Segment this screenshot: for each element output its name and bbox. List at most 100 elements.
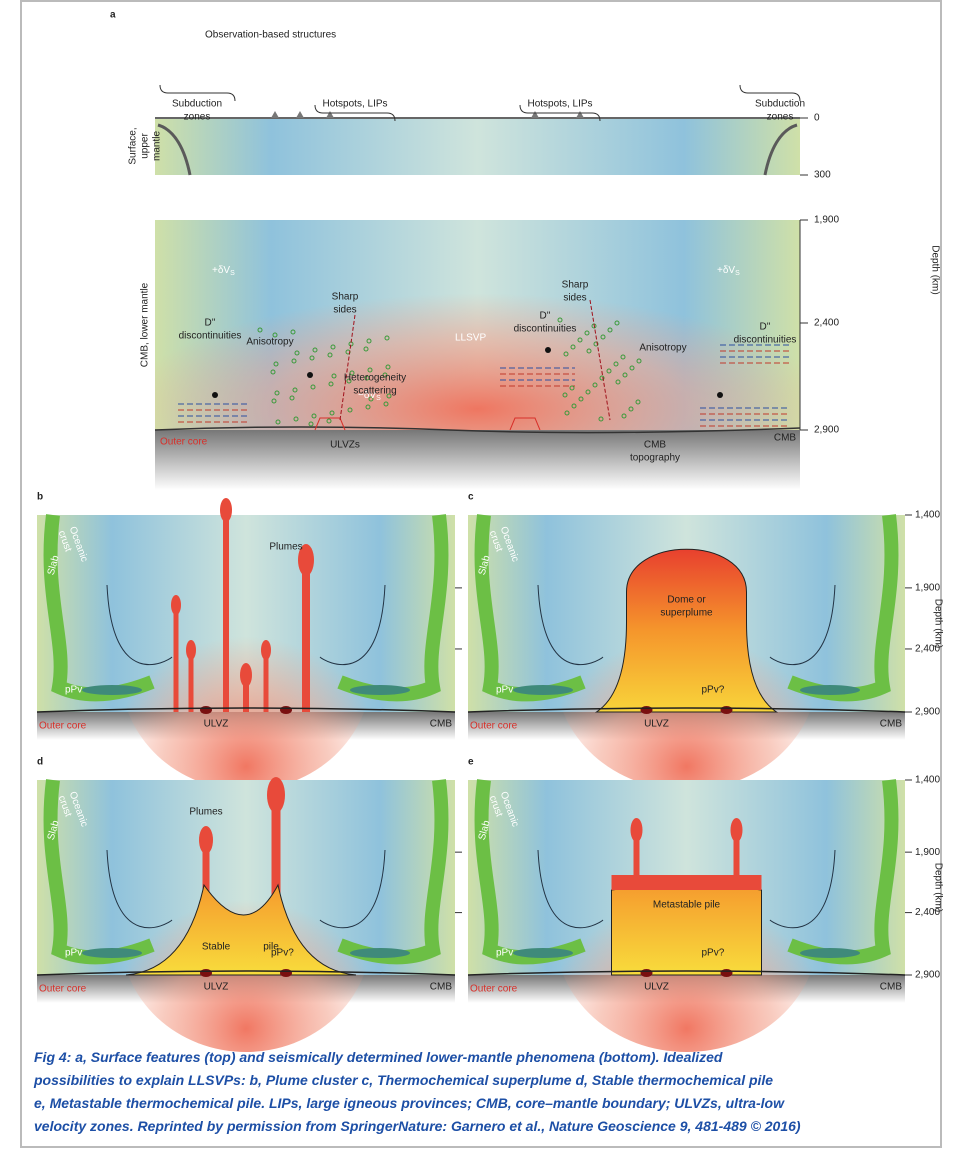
panel-label: c <box>468 492 474 503</box>
annotation: D'' <box>204 318 215 329</box>
annotation: ULVZs <box>330 440 360 451</box>
annotation: Sharp <box>562 280 589 291</box>
axis-label: Depth (km) <box>929 245 940 294</box>
tick-label: 2,900 <box>915 707 940 718</box>
annotation: discontinuities <box>179 331 242 342</box>
ulvz <box>721 706 733 714</box>
caption: Fig 4: a, Surface features (top) and sei… <box>33 1049 801 1134</box>
hotspot <box>296 111 304 118</box>
panel <box>37 777 455 1052</box>
caption-line: e, Metastable thermochemical pile. LIPs,… <box>34 1095 785 1111</box>
pointer-dot <box>545 347 551 353</box>
caption-line: velocity zones. Reprinted by permission … <box>34 1118 801 1134</box>
plume-head <box>186 640 196 660</box>
tick-label: 1,900 <box>814 215 839 226</box>
outer-core-label: Outer core <box>160 437 208 448</box>
plume-head <box>220 498 232 522</box>
plume-head <box>731 818 743 842</box>
outer-core-label: Outer core <box>470 721 518 732</box>
plume <box>174 605 179 712</box>
axis-label: Depth (km) <box>932 863 943 912</box>
hotspot <box>271 111 279 118</box>
plume <box>223 510 229 712</box>
outer-core-label: Outer core <box>470 984 518 995</box>
plume-head <box>171 595 181 615</box>
ulvz <box>641 706 653 714</box>
axis-label-line: mantle <box>152 131 163 161</box>
plume-head <box>631 818 643 842</box>
outer-core-label: Outer core <box>39 721 87 732</box>
main-label: Plumes <box>189 807 222 818</box>
cmb-label: CMB <box>430 719 453 730</box>
surface-label: zones <box>767 112 794 123</box>
ulvz <box>280 706 292 714</box>
tick-label: 300 <box>814 170 831 181</box>
ppv <box>800 685 860 695</box>
panel <box>455 515 912 790</box>
annotation: Anisotropy <box>246 337 293 348</box>
surface-label: Hotspots, LIPs <box>322 99 387 110</box>
ulvz-label: ULVZ <box>644 982 669 993</box>
annotation: discontinuities <box>734 335 797 346</box>
ulvz <box>200 969 212 977</box>
panel-label: d <box>37 757 43 768</box>
tick-label: 0 <box>814 113 820 124</box>
annotation: sides <box>333 305 356 316</box>
plume-head <box>267 777 285 813</box>
outer-core-label: Outer core <box>39 984 87 995</box>
main-label: Metastable pile <box>653 900 721 911</box>
pile <box>612 885 762 975</box>
plume-head <box>261 640 271 660</box>
main-label: Plumes <box>269 542 302 553</box>
annotation: CMB <box>644 440 667 451</box>
surface-label: Subduction <box>172 99 222 110</box>
annotation: Sharp <box>332 292 359 303</box>
annotation: Heterogeneity <box>344 373 406 384</box>
caption-line: Fig 4: a, Surface features (top) and sei… <box>34 1049 723 1065</box>
panel-label: a <box>110 10 116 21</box>
axis-label-line: upper <box>140 133 151 159</box>
ppv <box>82 948 142 958</box>
main-label: Dome or <box>667 595 706 606</box>
upper-mantle <box>155 118 800 175</box>
ppv <box>82 685 142 695</box>
ppv-label: pPv? <box>702 685 725 696</box>
annotation: D'' <box>539 311 550 322</box>
pointer-dot <box>307 372 313 378</box>
panel <box>37 498 455 790</box>
surface-label: Subduction <box>755 99 805 110</box>
pile-label: Stable <box>202 942 231 953</box>
ppv-label: pPv <box>496 685 513 696</box>
cmb-label: CMB <box>430 982 453 993</box>
axis-label: Surface, upper mantle <box>128 127 163 164</box>
llsvp <box>155 220 800 430</box>
axis-label-line: Surface, <box>128 127 139 164</box>
panel-label: e <box>468 757 474 768</box>
artwork <box>37 85 912 1052</box>
panel-title: Observation-based structures <box>205 30 336 41</box>
pointer-dot <box>212 392 218 398</box>
pointer-dot <box>717 392 723 398</box>
tick-label: 2,400 <box>814 318 839 329</box>
annotation: CMB <box>774 433 797 444</box>
ppv <box>513 948 573 958</box>
ulvz <box>200 706 212 714</box>
annotation: D'' <box>759 322 770 333</box>
tick-label: 2,900 <box>814 425 839 436</box>
ulvz-label: ULVZ <box>644 719 669 730</box>
ulvz <box>641 969 653 977</box>
plume <box>302 560 310 712</box>
hotspot <box>531 111 539 118</box>
cmb-label: CMB <box>880 719 903 730</box>
panel-label: b <box>37 492 43 503</box>
annotation: Anisotropy <box>639 343 686 354</box>
ulvz-label: ULVZ <box>204 982 229 993</box>
cmb-label: CMB <box>880 982 903 993</box>
ppv <box>800 948 860 958</box>
hotspot <box>326 111 334 118</box>
figure: a Observation-based structures Subductio… <box>0 0 962 1151</box>
ulvz <box>280 969 292 977</box>
llsvp-label: LLSVP <box>455 333 486 344</box>
axis-label: Depth (km) <box>932 599 943 648</box>
ulvz-label: ULVZ <box>204 719 229 730</box>
